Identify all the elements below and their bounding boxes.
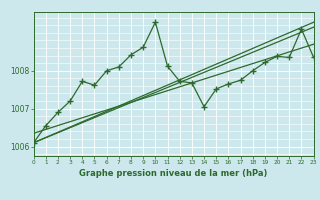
X-axis label: Graphe pression niveau de la mer (hPa): Graphe pression niveau de la mer (hPa) [79,169,268,178]
